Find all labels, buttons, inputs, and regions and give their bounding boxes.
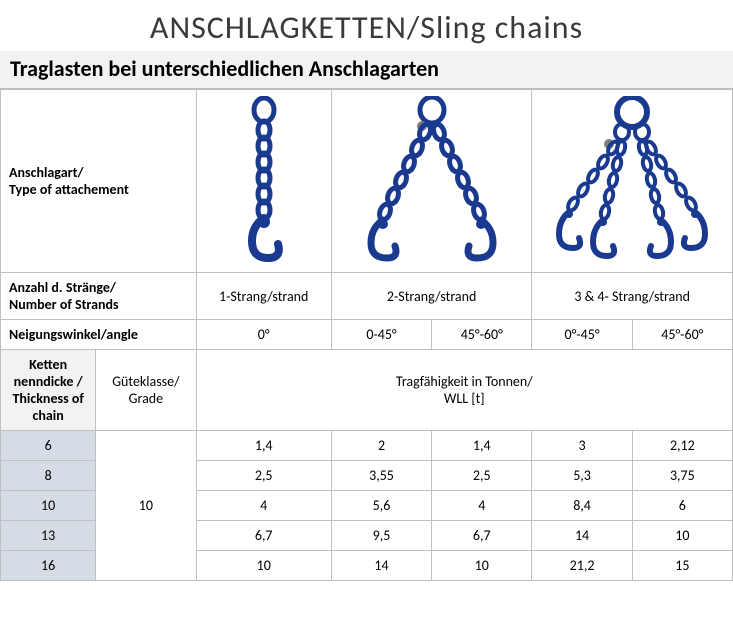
data-cell: 3 <box>532 431 632 461</box>
strand-header-3: 3 & 4- Strang/strand <box>532 273 733 320</box>
strand-header-2: 2-Strang/strand <box>331 273 532 320</box>
data-cell: 4 <box>196 491 331 521</box>
data-cell: 6 <box>632 491 732 521</box>
data-cell: 9,5 <box>331 521 431 551</box>
data-cell: 6,7 <box>432 521 532 551</box>
grade-label: Güteklasse/ Grade <box>96 350 196 431</box>
data-cell: 3,55 <box>331 461 431 491</box>
data-cell: 15 <box>632 551 732 581</box>
thickness-cell: 10 <box>1 491 96 521</box>
thickness-label: Ketten nenndicke / Thickness of chain <box>1 350 96 431</box>
data-cell: 4 <box>432 491 532 521</box>
chain-image-2strand <box>331 90 532 273</box>
thickness-cell: 13 <box>1 521 96 551</box>
data-cell: 5,6 <box>331 491 431 521</box>
chain-image-1strand <box>196 90 331 273</box>
data-cell: 21,2 <box>532 551 632 581</box>
angle-3: 0°-45° <box>532 320 632 350</box>
angle-2: 45°-60° <box>432 320 532 350</box>
thickness-cell: 6 <box>1 431 96 461</box>
strand-header-1: 1-Strang/strand <box>196 273 331 320</box>
data-cell: 1,4 <box>196 431 331 461</box>
data-cell: 2,5 <box>432 461 532 491</box>
page-title: ANSCHLAGKETTEN/Sling chains <box>0 0 733 51</box>
sub-title: Traglasten bei unterschiedlichen Anschla… <box>0 51 733 89</box>
strands-label: Anzahl d. Stränge/ Number of Strands <box>1 273 197 320</box>
wll-label: Tragfähigkeit in Tonnen/ WLL [t] <box>196 350 732 431</box>
thickness-cell: 16 <box>1 551 96 581</box>
attachment-type-label: Anschlagart/ Type of attachement <box>1 90 197 273</box>
grade-value: 10 <box>96 431 196 581</box>
thickness-cell: 8 <box>1 461 96 491</box>
load-table: Anschlagart/ Type of attachement <box>0 89 733 581</box>
data-cell: 2 <box>331 431 431 461</box>
data-cell: 10 <box>632 521 732 551</box>
data-cell: 10 <box>196 551 331 581</box>
data-cell: 8,4 <box>532 491 632 521</box>
data-cell: 2,12 <box>632 431 732 461</box>
data-cell: 14 <box>532 521 632 551</box>
chain-image-4strand <box>532 90 733 273</box>
data-cell: 10 <box>432 551 532 581</box>
angle-label: Neigungswinkel/angle <box>1 320 197 350</box>
data-cell: 14 <box>331 551 431 581</box>
data-cell: 6,7 <box>196 521 331 551</box>
angle-0: 0° <box>196 320 331 350</box>
data-cell: 3,75 <box>632 461 732 491</box>
data-cell: 5,3 <box>532 461 632 491</box>
data-cell: 1,4 <box>432 431 532 461</box>
angle-1: 0-45° <box>331 320 431 350</box>
angle-4: 45°-60° <box>632 320 732 350</box>
data-cell: 2,5 <box>196 461 331 491</box>
